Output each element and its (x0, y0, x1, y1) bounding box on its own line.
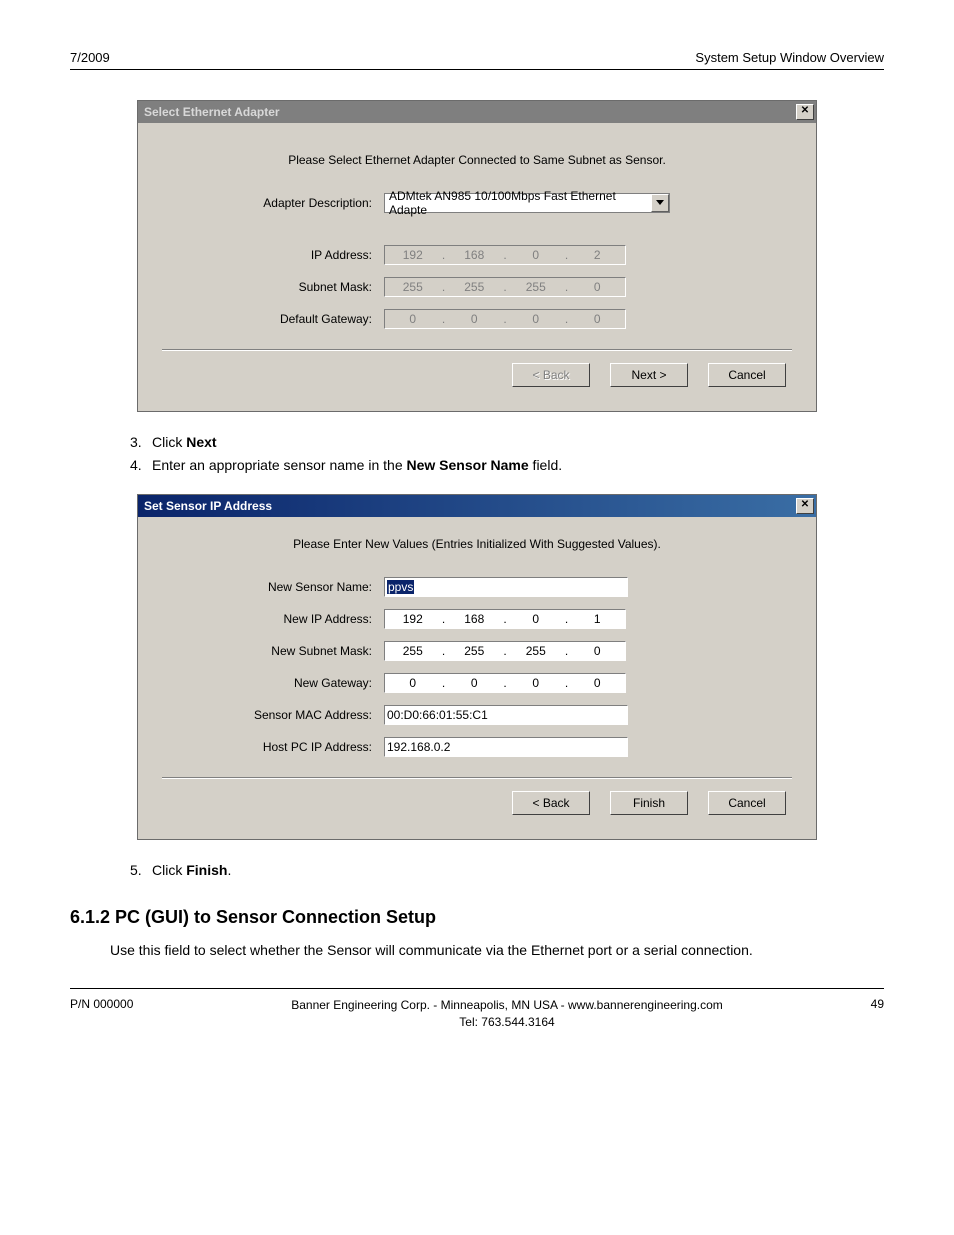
step-number: 3. (130, 432, 152, 453)
step-text: Enter an appropriate sensor name in the … (152, 455, 562, 476)
instruction-list-b: 5. Click Finish. (130, 860, 884, 881)
host-ip-value: 192.168.0.2 (387, 740, 450, 754)
step-text: Click Finish. (152, 860, 231, 881)
mac-address-field: 00:D0:66:01:55:C1 (384, 705, 628, 725)
subnet-mask-field: 255. 255. 255. 0 (384, 277, 626, 297)
step-number: 5. (130, 860, 152, 881)
cancel-button[interactable]: Cancel (708, 363, 786, 387)
dialog2-instruction: Please Enter New Values (Entries Initial… (162, 537, 792, 551)
dialog1-title: Select Ethernet Adapter (144, 105, 280, 119)
ip-address-label: IP Address: (162, 248, 384, 262)
dialog2-title: Set Sensor IP Address (144, 499, 272, 513)
section-heading: 6.1.2 PC (GUI) to Sensor Connection Setu… (70, 907, 884, 928)
mac-address-label: Sensor MAC Address: (162, 708, 384, 722)
chevron-down-icon[interactable] (651, 194, 669, 212)
new-gateway-field[interactable]: 0. 0. 0. 0 (384, 673, 626, 693)
separator (162, 777, 792, 779)
new-ip-field[interactable]: 192. 168. 0. 1 (384, 609, 626, 629)
new-sensor-name-input[interactable]: ppvs (384, 577, 628, 597)
back-button: < Back (512, 363, 590, 387)
step-text: Click Next (152, 432, 217, 453)
close-icon[interactable]: ✕ (796, 104, 814, 120)
dialog1-instruction: Please Select Ethernet Adapter Connected… (162, 153, 792, 167)
adapter-description-label: Adapter Description: (162, 196, 384, 210)
ip-address-field: 192. 168. 0. 2 (384, 245, 626, 265)
set-sensor-ip-dialog: Set Sensor IP Address ✕ Please Enter New… (137, 494, 817, 840)
close-icon[interactable]: ✕ (796, 498, 814, 514)
select-ethernet-adapter-dialog: Select Ethernet Adapter ✕ Please Select … (137, 100, 817, 412)
new-mask-label: New Subnet Mask: (162, 644, 384, 658)
host-ip-label: Host PC IP Address: (162, 740, 384, 754)
header-left: 7/2009 (70, 50, 110, 65)
new-gateway-label: New Gateway: (162, 676, 384, 690)
subnet-mask-label: Subnet Mask: (162, 280, 384, 294)
finish-button[interactable]: Finish (610, 791, 688, 815)
dialog2-titlebar: Set Sensor IP Address ✕ (138, 495, 816, 517)
page-header: 7/2009 System Setup Window Overview (70, 50, 884, 70)
new-sensor-name-label: New Sensor Name: (162, 580, 384, 594)
default-gateway-label: Default Gateway: (162, 312, 384, 326)
header-right: System Setup Window Overview (695, 50, 884, 65)
separator (162, 349, 792, 351)
adapter-description-value: ADMtek AN985 10/100Mbps Fast Ethernet Ad… (389, 189, 651, 217)
footer-page-number: 49 (824, 997, 884, 1031)
section-paragraph: Use this field to select whether the Sen… (110, 942, 884, 958)
new-ip-label: New IP Address: (162, 612, 384, 626)
cancel-button[interactable]: Cancel (708, 791, 786, 815)
dialog1-titlebar: Select Ethernet Adapter ✕ (138, 101, 816, 123)
next-button[interactable]: Next > (610, 363, 688, 387)
page-footer: P/N 000000 Banner Engineering Corp. - Mi… (70, 988, 884, 1031)
instruction-list-a: 3. Click Next 4. Enter an appropriate se… (130, 432, 884, 476)
mac-address-value: 00:D0:66:01:55:C1 (387, 708, 488, 722)
back-button[interactable]: < Back (512, 791, 590, 815)
step-number: 4. (130, 455, 152, 476)
new-sensor-name-value: ppvs (387, 580, 414, 594)
host-ip-field: 192.168.0.2 (384, 737, 628, 757)
new-mask-field[interactable]: 255. 255. 255. 0 (384, 641, 626, 661)
footer-center: Banner Engineering Corp. - Minneapolis, … (190, 997, 824, 1031)
default-gateway-field: 0. 0. 0. 0 (384, 309, 626, 329)
adapter-description-select[interactable]: ADMtek AN985 10/100Mbps Fast Ethernet Ad… (384, 193, 670, 213)
footer-left: P/N 000000 (70, 997, 190, 1031)
